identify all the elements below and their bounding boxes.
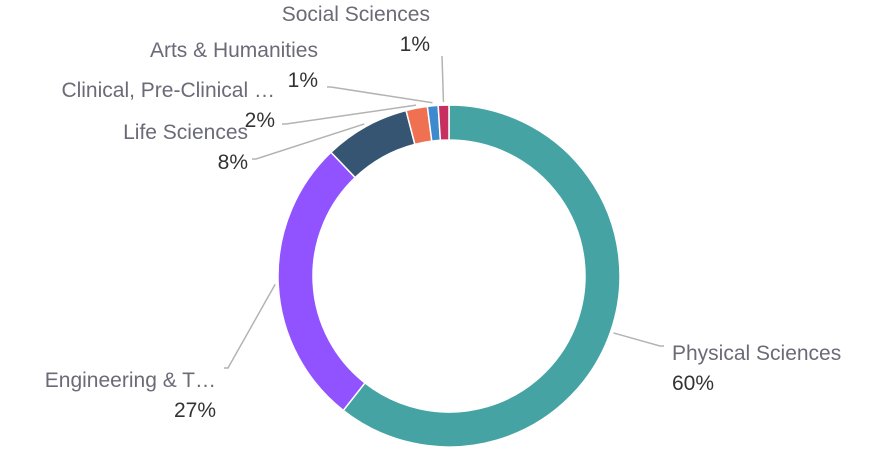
slice-label-arts-humanities: Arts & Humanities (150, 39, 318, 62)
donut-slices (277, 104, 621, 448)
slice-label-life-sciences: Life Sciences (123, 121, 248, 144)
slice-label-physical-sciences: Physical Sciences (672, 342, 841, 365)
slice-social-sciences (437, 104, 450, 142)
slice-engineering-t (277, 151, 366, 412)
slice-percent-arts-humanities: 1% (288, 69, 318, 92)
leader-line-arts-humanities (327, 86, 433, 104)
leader-lines (224, 55, 664, 369)
slice-label-clinical-pre-clinical: Clinical, Pre-Clinical … (61, 79, 275, 102)
slice-percent-social-sciences: 1% (400, 33, 430, 56)
leader-line-physical-sciences (613, 332, 664, 347)
slice-physical-sciences (342, 104, 621, 448)
leader-line-clinical-pre-clinical (282, 104, 417, 125)
slice-percent-physical-sciences: 60% (672, 372, 714, 395)
slice-labels: Physical Sciences 60% Engineering & T… 27% L… (45, 3, 841, 422)
slice-percent-clinical-pre-clinical: 2% (245, 109, 275, 132)
slice-percent-engineering-t: 27% (174, 399, 216, 422)
leader-line-engineering-t (224, 283, 276, 369)
slice-label-engineering-t: Engineering & T… (45, 369, 216, 392)
leader-line-social-sciences (441, 55, 445, 103)
slice-percent-life-sciences: 8% (218, 151, 248, 174)
slice-label-social-sciences: Social Sciences (282, 3, 430, 26)
leader-line-life-sciences (252, 123, 365, 160)
